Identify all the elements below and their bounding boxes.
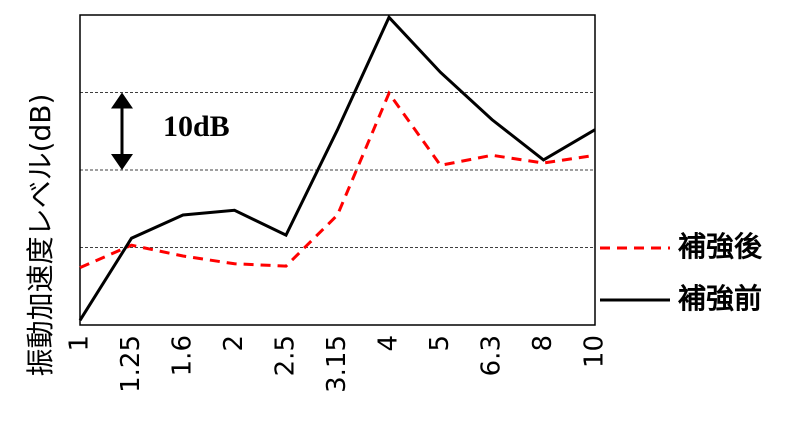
legend-label: 補強後 (677, 230, 763, 263)
x-tick-label: 2.5 (271, 335, 301, 376)
legend-label: 補強前 (677, 282, 762, 315)
plot-frame (79, 14, 596, 326)
x-tick-label: 8 (528, 335, 558, 352)
y-axis-label: 振動加速度レベル(dB) (24, 94, 57, 377)
series-line (79, 90, 596, 270)
x-tick-label: 1.6 (168, 335, 198, 376)
x-tick-label: 3.15 (322, 335, 352, 393)
x-tick-label: 1.25 (116, 335, 146, 393)
x-tick-label: 4 (374, 335, 404, 352)
annotation: 10dB (163, 110, 230, 143)
arrow-head (111, 154, 133, 170)
arrow-head (111, 92, 133, 109)
x-tick-label: 5 (425, 335, 455, 352)
series-line (78, 14, 596, 322)
x-tick-label: 2 (219, 335, 249, 352)
x-tick-label: 10 (580, 335, 610, 368)
x-tick-label: 1 (65, 335, 95, 352)
x-tick-label: 6.3 (477, 335, 507, 376)
